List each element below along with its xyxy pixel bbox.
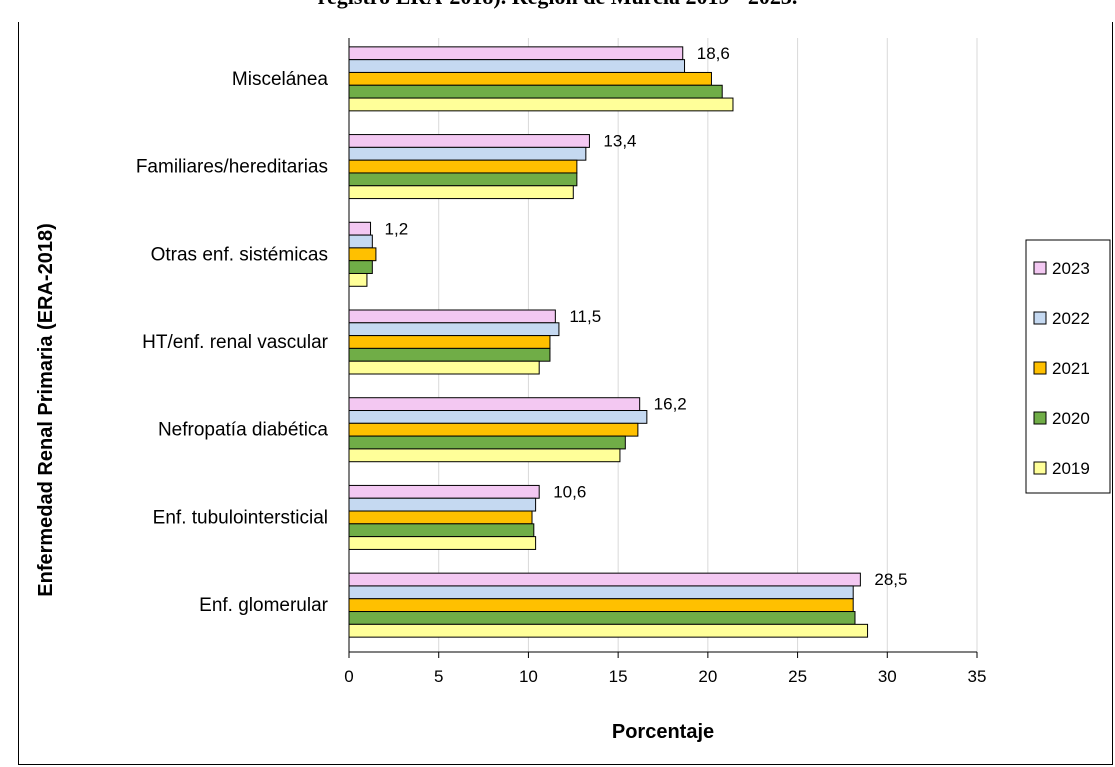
legend: 2023 2022 2021 2020 2019: [1025, 239, 1111, 494]
x-tick-label: 25: [788, 667, 807, 686]
bar-2020-4: [348, 435, 626, 450]
chart-title: registro ERA-2018). Región de Murcia 201…: [0, 0, 1115, 10]
bar-2022-4: [348, 410, 648, 424]
bars: [348, 46, 869, 638]
bar-2021-6: [348, 598, 854, 613]
bar-2021-5: [348, 510, 533, 525]
category-label: HT/enf. renal vascular: [142, 332, 329, 353]
chart-frame: [18, 22, 1113, 765]
bar-2020-3: [348, 347, 551, 362]
x-tick-label: 5: [434, 667, 443, 686]
bar-2022-2: [348, 234, 373, 249]
bar-2023-4: [348, 397, 641, 412]
chart-title-strip: registro ERA-2018). Región de Murcia 201…: [0, 0, 1115, 22]
category-label: Miscelánea: [232, 69, 329, 90]
legend-label-2021: 2021: [1052, 359, 1090, 378]
bar-2022-5: [348, 497, 537, 512]
y-axis-title: Enfermedad Renal Primaria (ERA-2018): [35, 223, 57, 596]
bar-2021-0: [348, 71, 712, 86]
bar-2021-4: [348, 422, 639, 437]
data-label: 11,5: [569, 307, 601, 326]
x-tick-label: 0: [344, 667, 353, 686]
legend-label-2023: 2023: [1052, 259, 1090, 278]
data-label: 1,2: [385, 219, 409, 238]
legend-swatch-2022: [1033, 311, 1047, 325]
bar-2021-3: [348, 335, 551, 349]
bar-2019-0: [348, 97, 734, 112]
bar-2020-0: [348, 84, 723, 99]
bar-2022-0: [348, 59, 686, 73]
data-label: 18,6: [697, 44, 730, 63]
bar-2020-1: [348, 172, 578, 187]
bar-2019-2: [348, 272, 368, 287]
legend-label-2022: 2022: [1052, 309, 1090, 328]
bar-2020-6: [348, 611, 856, 625]
legend-swatch-2021: [1033, 361, 1047, 375]
data-label: 10,6: [553, 482, 586, 501]
category-label: Nefropatía diabética: [158, 420, 328, 441]
bar-2021-2: [348, 247, 377, 262]
data-label: 16,2: [654, 395, 687, 414]
legend-label-2020: 2020: [1052, 409, 1090, 428]
bar-2019-4: [348, 448, 621, 463]
bar-2019-1: [348, 185, 574, 200]
legend-box: [1025, 239, 1111, 494]
bar-2019-6: [348, 623, 869, 638]
legend-swatch-2020: [1033, 411, 1047, 425]
data-label: 13,4: [603, 132, 636, 151]
x-tick-label: 35: [968, 667, 987, 686]
legend-swatch-2019: [1033, 461, 1047, 475]
x-tick-label: 15: [609, 667, 628, 686]
bar-2023-1: [348, 134, 590, 148]
bar-2023-2: [348, 221, 372, 236]
bar-2022-3: [348, 322, 560, 337]
labels: 0 5 10 15 20 25 30 35 Miscelánea 18,6 Familiares/h…: [136, 44, 987, 686]
x-tick-label: 10: [519, 667, 538, 686]
bar-2022-6: [348, 585, 854, 600]
category-label: Enf. tubulointersticial: [153, 507, 328, 528]
x-axis-title: Porcentaje: [612, 721, 714, 743]
bar-2020-2: [348, 260, 373, 274]
bar-2022-1: [348, 146, 587, 161]
x-tick-label: 20: [698, 667, 717, 686]
category-label: Otras enf. sistémicas: [151, 244, 328, 265]
bar-2023-3: [348, 309, 556, 324]
bar-2019-5: [348, 536, 537, 550]
data-label: 28,5: [874, 570, 907, 589]
category-label: Enf. glomerular: [199, 595, 329, 616]
bar-2023-6: [348, 572, 861, 587]
axes: [348, 38, 978, 658]
bar-2020-5: [348, 523, 535, 538]
bar-2019-3: [348, 360, 540, 375]
legend-swatch-2023: [1033, 261, 1047, 275]
x-tick-label: 30: [878, 667, 897, 686]
bar-2021-1: [348, 159, 578, 174]
legend-label-2019: 2019: [1052, 459, 1090, 478]
category-label: Familiares/hereditarias: [136, 157, 328, 178]
bar-2023-0: [348, 46, 684, 61]
bar-2023-5: [348, 484, 540, 499]
